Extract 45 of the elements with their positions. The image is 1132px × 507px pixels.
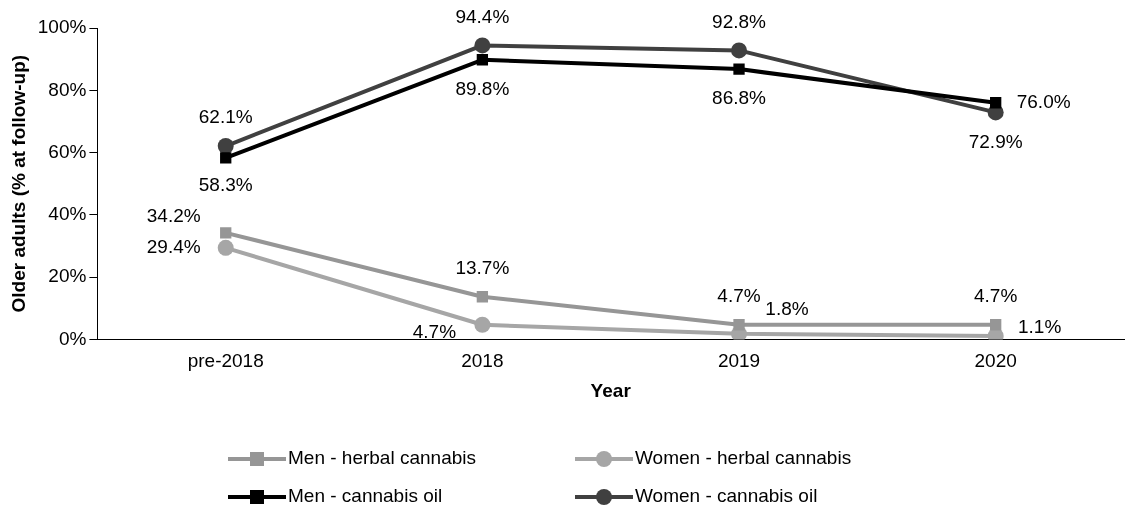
data-label: 58.3% bbox=[198, 174, 253, 196]
point bbox=[476, 54, 489, 66]
data-label: 4.7% bbox=[412, 321, 457, 342]
point bbox=[990, 97, 1002, 109]
data-label: 72.9% bbox=[968, 130, 1023, 152]
data-label: 29.4% bbox=[146, 236, 201, 258]
y-tick-label: 100% bbox=[37, 16, 87, 38]
data-label: 94.4% bbox=[455, 5, 510, 27]
data-label: 89.8% bbox=[455, 78, 510, 99]
x-tick-label: 2020 bbox=[974, 350, 1017, 372]
point bbox=[476, 291, 489, 303]
y-tick-label: 40% bbox=[48, 203, 87, 225]
point bbox=[220, 152, 232, 164]
point bbox=[474, 316, 491, 333]
data-label: 92.8% bbox=[712, 10, 767, 32]
point bbox=[217, 138, 234, 155]
point bbox=[990, 319, 1002, 331]
data-label: 13.7% bbox=[455, 256, 510, 278]
x-axis-title: Year bbox=[590, 379, 632, 401]
x-tick-label: 2019 bbox=[717, 350, 761, 372]
y-tick-label: 20% bbox=[48, 265, 87, 287]
data-label: 4.7% bbox=[974, 285, 1018, 306]
y-tick-label: 80% bbox=[48, 78, 87, 100]
point bbox=[217, 239, 234, 256]
legend-label: Women - cannabis oil bbox=[635, 485, 818, 507]
y-tick-label: 60% bbox=[48, 140, 87, 162]
y-tick-label: 0% bbox=[58, 327, 87, 349]
data-label: 76.0% bbox=[1016, 90, 1071, 112]
data-label: 4.7% bbox=[717, 285, 761, 306]
legend-label: Men - cannabis oil bbox=[288, 485, 443, 507]
point bbox=[733, 319, 745, 331]
x-tick-label: 2018 bbox=[461, 350, 504, 372]
data-label: 62.1% bbox=[198, 106, 253, 128]
point bbox=[220, 227, 232, 239]
legend-label: Women - herbal cannabis bbox=[635, 447, 852, 469]
x-tick-label: pre-2018 bbox=[187, 350, 264, 372]
y-axis-title: Older adults (% at follow-up) bbox=[7, 54, 29, 313]
point bbox=[731, 42, 748, 59]
data-label: 34.2% bbox=[146, 205, 201, 227]
data-label: 1.8% bbox=[765, 298, 809, 320]
legend-label: Men - herbal cannabis bbox=[288, 447, 476, 469]
data-label: 86.8% bbox=[712, 87, 767, 109]
point bbox=[733, 63, 745, 75]
point bbox=[474, 37, 491, 54]
data-label: 1.1% bbox=[1018, 316, 1062, 338]
